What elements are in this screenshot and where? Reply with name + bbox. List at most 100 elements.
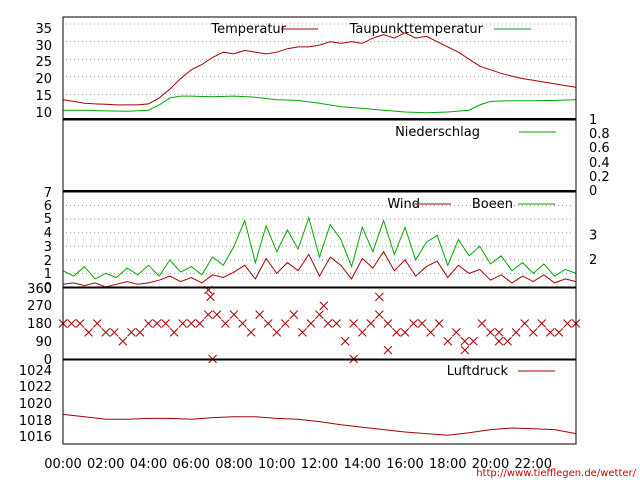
wind-direction-point — [84, 328, 94, 337]
y-tick-label: 15 — [35, 89, 52, 104]
wind-direction-point — [426, 328, 436, 337]
wind-direction-point — [186, 319, 196, 328]
wind-direction-point — [101, 328, 111, 337]
wind-direction-point — [520, 319, 530, 328]
wind-direction-point — [306, 319, 316, 328]
wind-direction-point — [434, 319, 444, 328]
wind-direction-point — [469, 336, 478, 346]
wind-direction-point — [383, 345, 393, 355]
wind-direction-point — [486, 328, 495, 337]
wind-direction-point — [272, 328, 282, 337]
wind-direction-point — [280, 319, 290, 328]
wind-direction-point — [238, 319, 247, 328]
legend-label: Temperatur — [210, 22, 286, 37]
wind-direction-point — [169, 328, 179, 337]
legend-label: Taupunkttemperatur — [349, 22, 484, 37]
wind-direction-point — [340, 336, 350, 346]
panel-frame — [62, 287, 577, 360]
y-tick-label: 7 — [44, 186, 52, 201]
wind-direction-point — [460, 336, 470, 346]
wind-direction-point — [315, 310, 324, 319]
y-tick-label: 6 — [44, 199, 52, 214]
x-tick-label: 08:00 — [215, 457, 252, 472]
y-tick-label: 35 — [35, 22, 52, 37]
wind-direction-point — [545, 328, 555, 337]
y-tick-label: 1018 — [19, 414, 52, 429]
y-tick-label: 2 — [44, 254, 52, 269]
right-tick-label: 2 — [589, 253, 597, 268]
y-tick-label: 3 — [44, 240, 52, 255]
y-tick-label: 1020 — [19, 397, 52, 412]
y-tick-label: 0 — [44, 281, 52, 296]
credit-link: http://www.tiefflegen.de/wetter/ — [476, 468, 636, 479]
wind-direction-point — [323, 319, 333, 328]
series-line-wind — [62, 250, 577, 288]
y-tick-label: 25 — [35, 55, 52, 70]
wind-direction-point — [246, 328, 256, 337]
y-tick-label: 4 — [44, 226, 52, 241]
series-line-luftdruck — [62, 413, 577, 436]
y-tick-label: 360 — [27, 282, 52, 297]
wind-direction-point — [563, 319, 572, 328]
wind-direction-point — [537, 319, 547, 328]
wind-direction-point — [494, 328, 504, 337]
wind-direction-point — [357, 328, 367, 337]
wind-direction-point — [400, 328, 410, 337]
wind-direction-point — [460, 345, 470, 355]
y-tick-label: 90 — [35, 335, 52, 350]
legend-label: Boeen — [472, 197, 513, 212]
y-tick-label: 10 — [35, 106, 52, 121]
wind-direction-point — [229, 310, 239, 319]
right-tick-label: 1 — [589, 113, 597, 128]
right-tick-label: 0.2 — [589, 170, 610, 185]
wind-direction-point — [212, 310, 222, 319]
wind-direction-point — [195, 319, 205, 328]
y-tick-label: 270 — [27, 299, 52, 314]
wind-direction-point — [511, 328, 521, 337]
wind-direction-point — [451, 328, 461, 337]
wind-direction-point — [206, 292, 215, 302]
wind-direction-point — [178, 319, 188, 328]
wind-direction-point — [503, 336, 512, 346]
series-line-temperatur — [62, 32, 577, 106]
panel-frame — [62, 359, 577, 445]
wind-direction-point — [374, 310, 384, 319]
x-tick-label: 14:00 — [344, 457, 381, 472]
wind-direction-point — [75, 319, 85, 328]
wind-direction-point — [135, 328, 145, 337]
wind-direction-point — [366, 319, 376, 328]
wind-direction-point — [118, 336, 128, 346]
x-tick-label: 12:00 — [301, 457, 338, 472]
wind-direction-point — [255, 310, 265, 319]
wind-direction-point — [392, 328, 401, 337]
series-line-boeen — [62, 216, 577, 280]
right-tick-label: 0 — [589, 184, 597, 199]
wind-direction-point — [67, 319, 76, 328]
y-tick-label: 20 — [35, 72, 52, 87]
wind-direction-point — [92, 319, 102, 328]
wind-direction-point — [152, 319, 162, 328]
y-tick-label: 5 — [44, 212, 52, 227]
y-tick-label: 180 — [27, 317, 52, 332]
x-tick-label: 00:00 — [44, 457, 81, 472]
x-tick-label: 10:00 — [258, 457, 295, 472]
wind-direction-point — [109, 328, 119, 337]
y-tick-label: 1022 — [19, 380, 52, 395]
right-tick-label: 3 — [589, 228, 597, 243]
wind-direction-point — [144, 319, 153, 328]
wind-direction-point — [409, 319, 418, 328]
legend-label: Luftdruck — [447, 364, 509, 379]
wind-direction-point — [263, 319, 273, 328]
y-tick-label: 1024 — [19, 364, 52, 379]
x-tick-label: 16:00 — [386, 457, 423, 472]
wind-direction-point — [374, 292, 384, 302]
wind-direction-point — [221, 319, 230, 328]
right-tick-label: 0.8 — [589, 127, 610, 142]
wind-direction-point — [161, 319, 170, 328]
panel-frame — [62, 119, 577, 192]
x-tick-label: 04:00 — [130, 457, 167, 472]
legend-label: Niederschlag — [395, 125, 480, 140]
wind-direction-point — [417, 319, 427, 328]
x-tick-label: 20:00 — [472, 457, 509, 472]
